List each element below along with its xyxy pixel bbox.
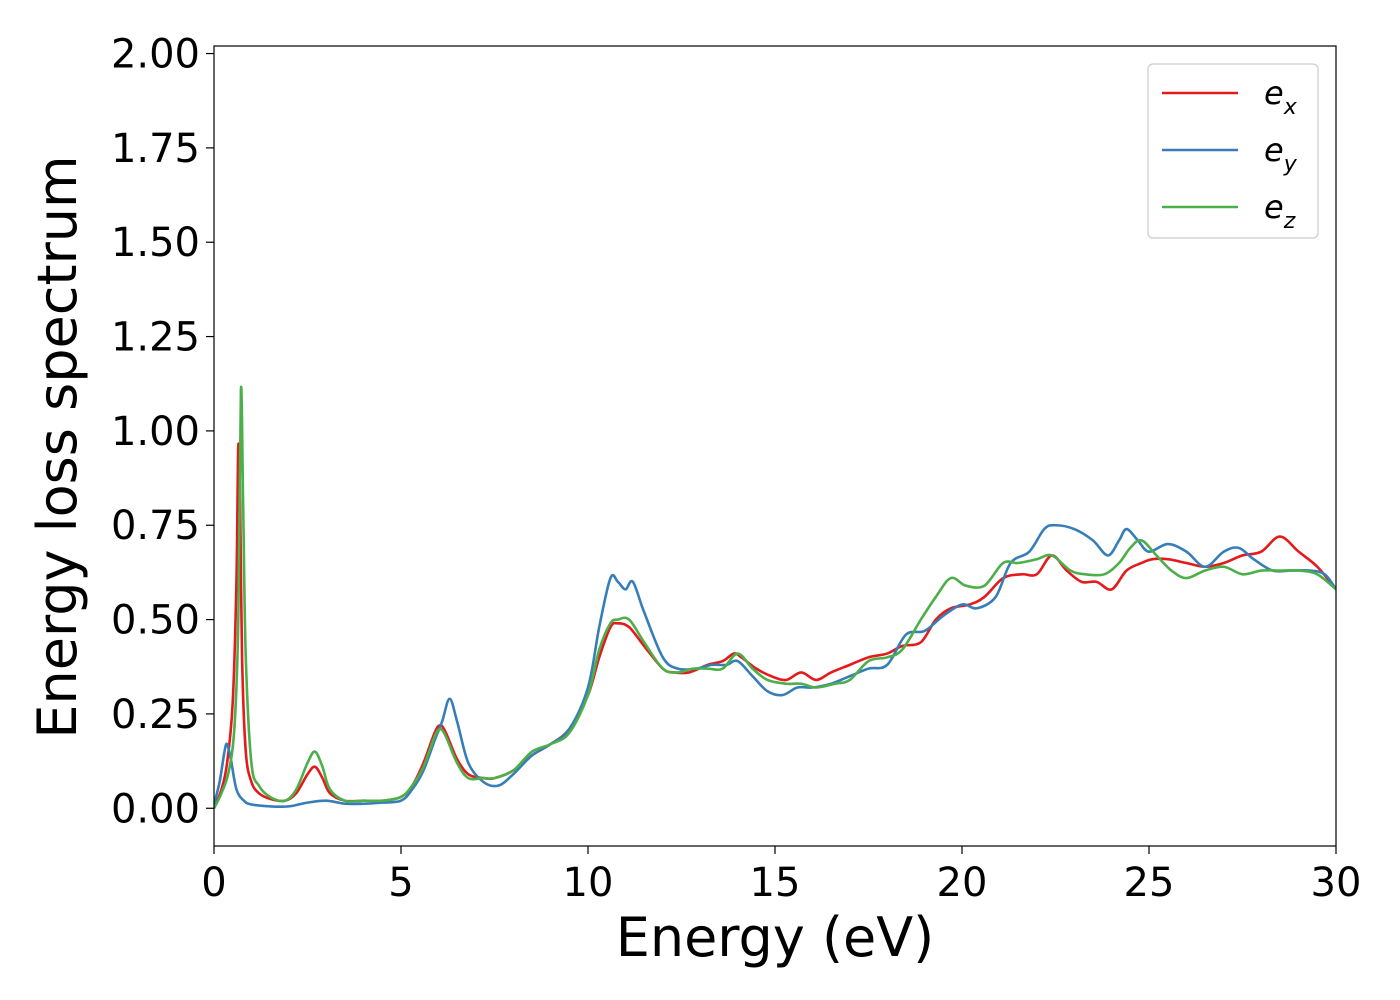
series-group — [214, 385, 1336, 809]
x-tick-label: 30 — [1311, 860, 1362, 906]
y-axis-label: Energy loss spectrum — [26, 155, 89, 738]
legend-label-y: ey — [1264, 131, 1298, 177]
legend-label-base: e — [1264, 131, 1284, 169]
y-tick-label: 0.00 — [111, 786, 200, 832]
x-tick-label: 20 — [937, 860, 988, 906]
y-tick-label: 2.00 — [111, 32, 200, 78]
x-tick-label: 15 — [750, 860, 801, 906]
y-tick-label: 1.00 — [111, 409, 200, 455]
y-tick-label: 0.25 — [111, 692, 200, 738]
series-line-x — [214, 442, 1336, 809]
legend-label-x: ex — [1264, 74, 1298, 120]
legend-label-subscript: y — [1283, 152, 1298, 177]
y-axis-label-group: Energy loss spectrum — [26, 155, 89, 738]
plot-frame — [213, 45, 1337, 847]
x-tick-label: 25 — [1124, 860, 1175, 906]
axis-ticks: 0 5 10 15 20 25 30 0.00 0.25 0.50 0.75 1.00 1.25 1.50… — [111, 32, 1362, 906]
y-tick-label: 1.50 — [111, 220, 200, 266]
y-tick-label: 1.25 — [111, 315, 200, 361]
y-tick-label: 0.75 — [111, 503, 200, 549]
series-line-y — [214, 523, 1336, 809]
y-tick-label: 1.75 — [111, 126, 200, 172]
plot-area — [214, 385, 1336, 809]
legend-label-base: e — [1264, 74, 1284, 112]
x-tick-label: 5 — [388, 860, 413, 906]
series-line-z — [214, 385, 1336, 809]
y-tick-label: 0.50 — [111, 598, 200, 644]
x-tick-label: 10 — [563, 860, 614, 906]
legend-label-subscript: z — [1283, 209, 1296, 234]
legend-label-z: ez — [1264, 188, 1296, 234]
legend-label-subscript: x — [1283, 95, 1298, 120]
legend-label-base: e — [1264, 188, 1284, 226]
x-axis-label: Energy (eV) — [616, 906, 935, 969]
x-tick-label: 0 — [201, 860, 226, 906]
